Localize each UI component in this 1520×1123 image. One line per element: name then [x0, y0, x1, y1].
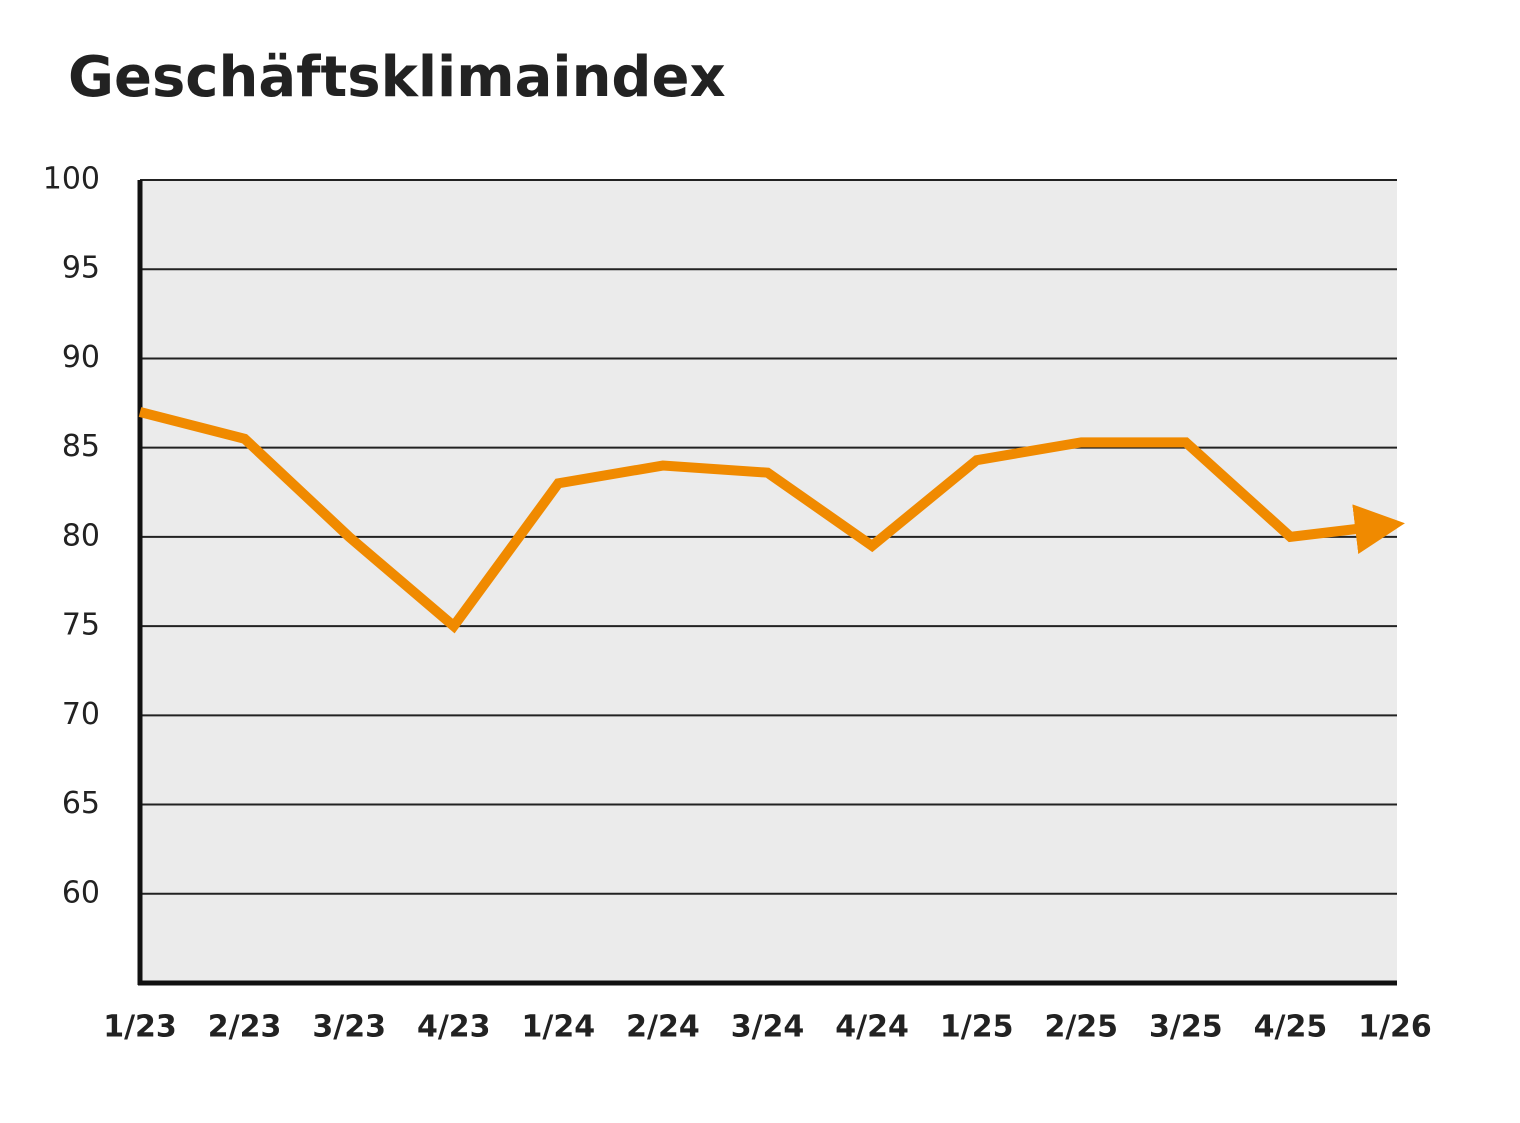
y-tick-label: 90: [62, 340, 100, 375]
y-tick-label: 95: [62, 251, 100, 286]
chart-title: Geschäftsklimaindex: [68, 45, 726, 110]
x-tick-label: 1/23: [103, 1010, 177, 1045]
x-tick-label: 3/24: [731, 1010, 805, 1045]
x-tick-label: 1/25: [940, 1010, 1014, 1045]
y-tick-label: 100: [43, 162, 100, 197]
y-tick-label: 75: [62, 608, 100, 643]
x-tick-label: 1/24: [522, 1010, 596, 1045]
x-tick-label: 2/23: [208, 1010, 282, 1045]
x-tick-label: 3/23: [312, 1010, 386, 1045]
data-line: [138, 407, 1405, 634]
x-tick-label: 4/24: [835, 1010, 909, 1045]
x-tick-label: 2/24: [626, 1010, 700, 1045]
x-tick-label: 4/23: [417, 1010, 491, 1045]
plot-area: [140, 180, 1397, 983]
x-tick-label: 2/25: [1044, 1010, 1118, 1045]
x-tick-label: 4/25: [1254, 1010, 1328, 1045]
y-tick-label: 60: [62, 875, 100, 910]
y-tick-label: 70: [62, 697, 100, 732]
x-tick-label: 3/25: [1149, 1010, 1223, 1045]
y-tick-label: 85: [62, 429, 100, 464]
y-tick-label: 65: [62, 786, 100, 821]
x-tick-label: 1/26: [1358, 1010, 1432, 1045]
y-tick-label: 80: [62, 518, 100, 553]
